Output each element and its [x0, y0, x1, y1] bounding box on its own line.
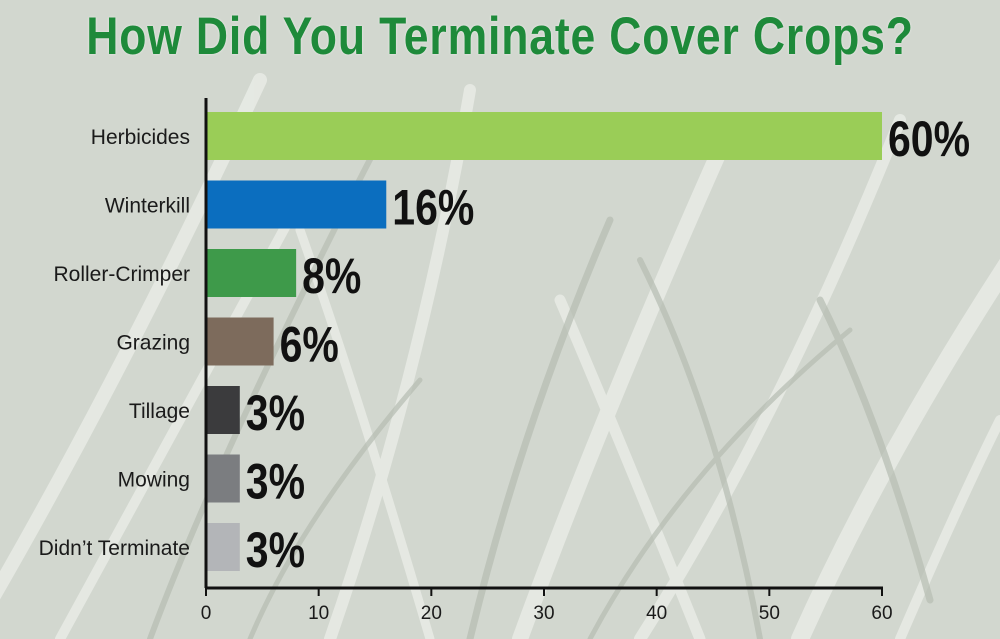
bar [206, 523, 240, 571]
x-tick-label: 40 [646, 603, 667, 624]
value-label: 3% [246, 385, 305, 441]
category-label: Grazing [116, 332, 190, 355]
x-tick-label: 30 [533, 603, 554, 624]
chart-title: How Did You Terminate Cover Crops? [86, 7, 914, 66]
value-label: 60% [888, 111, 970, 167]
category-label: Mowing [118, 469, 190, 492]
bar [206, 180, 387, 229]
value-label: 16% [392, 180, 474, 236]
x-tick-label: 50 [759, 603, 780, 624]
x-tick-label: 0 [201, 603, 212, 624]
category-label: Winterkill [105, 195, 190, 218]
x-tick-label: 10 [308, 603, 329, 624]
x-tick-label: 60 [871, 603, 892, 624]
category-label: Herbicides [91, 126, 190, 149]
x-tick-label: 20 [421, 603, 442, 624]
value-label: 6% [280, 317, 339, 373]
value-label: 8% [302, 248, 361, 304]
value-label: 3% [246, 454, 305, 510]
bar [206, 454, 240, 503]
bar [206, 386, 240, 434]
bar [206, 112, 882, 160]
category-label: Tillage [129, 400, 190, 423]
bar [206, 249, 297, 297]
category-label: Didn’t Terminate [39, 537, 190, 560]
category-label: Roller-Crimper [53, 263, 190, 286]
bar [206, 317, 274, 366]
value-label: 3% [246, 522, 305, 578]
